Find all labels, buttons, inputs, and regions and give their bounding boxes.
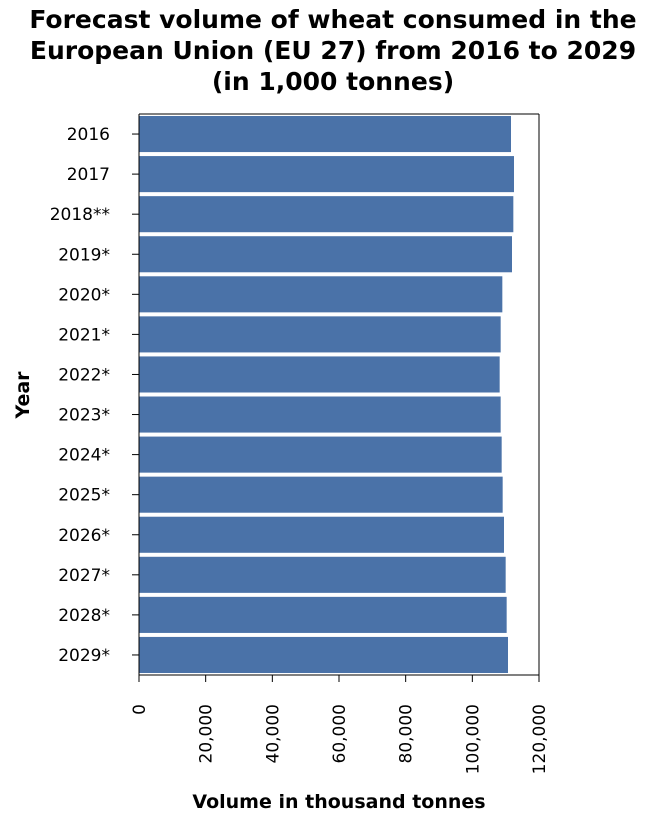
y-tick-label: 2016 xyxy=(67,125,110,145)
y-tick-label: 2022* xyxy=(58,365,110,385)
bars-layer xyxy=(139,116,514,673)
y-tick-label: 2023* xyxy=(58,406,110,426)
y-tick-label: 2029* xyxy=(58,646,110,666)
bar-2016 xyxy=(139,116,511,152)
bar-2018 xyxy=(139,196,513,232)
bar-2025 xyxy=(139,477,503,513)
bar-2028 xyxy=(139,597,507,633)
x-tick-label: 0 xyxy=(130,704,150,715)
bar-2024 xyxy=(139,437,502,473)
bar-2023 xyxy=(139,397,501,433)
bar-2017 xyxy=(139,156,514,192)
bar-2019 xyxy=(139,236,512,272)
bar-2026 xyxy=(139,517,504,553)
x-axis-title: Volume in thousand tonnes xyxy=(192,791,485,813)
bar-2022 xyxy=(139,356,500,392)
x-tick-label: 40,000 xyxy=(263,704,283,763)
bar-2021 xyxy=(139,316,501,352)
y-tick-label: 2025* xyxy=(58,486,110,506)
y-tick-label: 2020* xyxy=(58,285,110,305)
bar-2029 xyxy=(139,637,508,673)
x-tick-label: 120,000 xyxy=(530,704,550,774)
y-tick-label: 2021* xyxy=(58,325,110,345)
y-tick-label: 2017 xyxy=(67,165,110,185)
x-tick-label: 20,000 xyxy=(197,704,217,763)
bar-2027 xyxy=(139,557,506,593)
bar-2020 xyxy=(139,276,502,312)
y-tick-label: 2024* xyxy=(58,446,110,466)
x-tick-label: 100,000 xyxy=(463,704,483,774)
x-tick-label: 60,000 xyxy=(330,704,350,763)
y-tick-label: 2028* xyxy=(58,606,110,626)
y-tick-label: 2018** xyxy=(50,205,110,225)
y-tick-label: 2027* xyxy=(58,566,110,586)
y-tick-label: 2026* xyxy=(58,526,110,546)
y-axis-title: Year xyxy=(12,371,34,420)
y-tick-label: 2019* xyxy=(58,245,110,265)
x-tick-label: 80,000 xyxy=(397,704,417,763)
